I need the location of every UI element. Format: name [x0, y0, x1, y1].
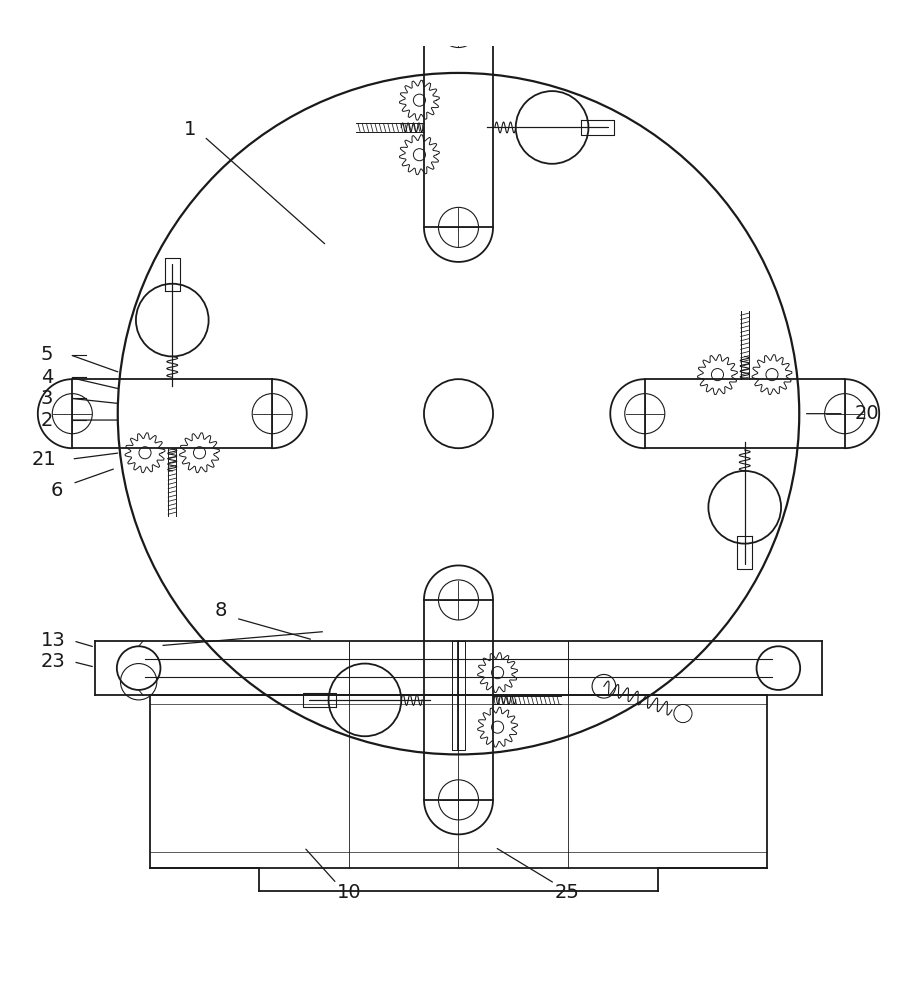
Text: 25: 25 — [555, 883, 580, 902]
Text: 21: 21 — [32, 450, 57, 469]
Text: 3: 3 — [40, 389, 53, 408]
Text: 1: 1 — [184, 120, 196, 139]
Text: 13: 13 — [41, 631, 66, 650]
Text: 2: 2 — [40, 411, 53, 430]
Text: 5: 5 — [40, 345, 53, 364]
Text: 23: 23 — [41, 652, 66, 671]
Text: 20: 20 — [855, 404, 879, 423]
Text: 10: 10 — [337, 883, 362, 902]
Text: 4: 4 — [40, 368, 53, 387]
Text: 6: 6 — [50, 481, 63, 500]
Text: 8: 8 — [215, 601, 226, 620]
